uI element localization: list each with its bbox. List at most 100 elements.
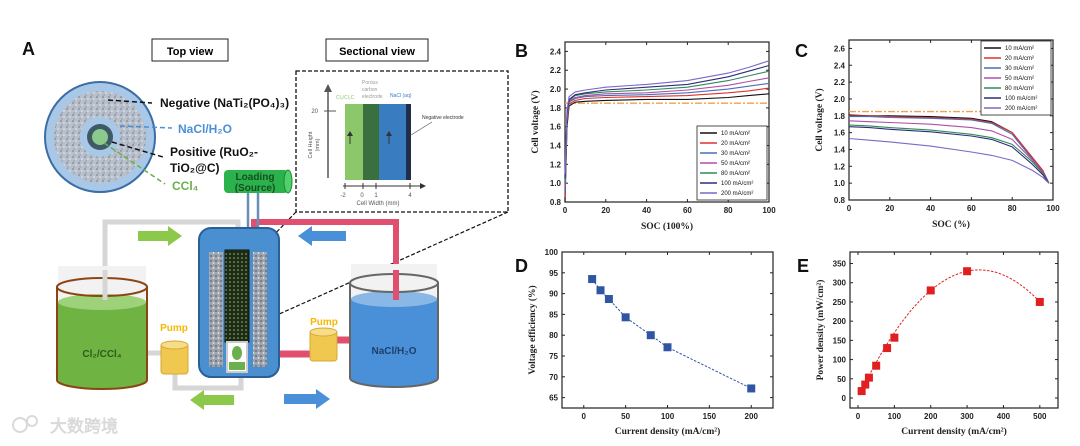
y-tick-label: 80 xyxy=(549,331,558,340)
chart-e: E 0 100 200 300 400 500 0 50 100 150 200 250 300 350 Cu… xyxy=(797,251,1059,437)
y-tick-label: 1.2 xyxy=(550,160,562,169)
y-tick-label: 1.4 xyxy=(834,145,846,154)
y-tick-label: 0.8 xyxy=(550,198,562,207)
series-line xyxy=(564,60,770,174)
sectional-x-tick: 0 xyxy=(360,193,364,199)
positive-electrode-label-2: TiO₂@C) xyxy=(170,161,219,175)
sectional-view-inset: 20 Cell Height (mm) -2 0 1 4 Cell Width … xyxy=(295,70,509,213)
y-tick-label: 2.2 xyxy=(550,66,562,75)
data-point xyxy=(1035,297,1044,306)
sectional-x-tick: 1 xyxy=(374,193,378,199)
panel-letter-e: E xyxy=(797,256,809,276)
x-tick-label: 40 xyxy=(926,204,935,213)
y-axis-title: Cell voltage (V) xyxy=(530,90,541,153)
panel-letter-b: B xyxy=(515,41,528,61)
y-axis-title: Voltage efficiency (%) xyxy=(527,285,538,374)
top-view-cross-section xyxy=(44,81,156,193)
right-tank-label: NaCl/H₂O xyxy=(371,346,416,357)
y-tick-label: 1.8 xyxy=(834,112,846,121)
data-point xyxy=(872,361,881,370)
plot-area xyxy=(849,251,1059,409)
data-point xyxy=(890,333,899,342)
sectional-layer-porous-1: Porous xyxy=(362,80,378,86)
y-tick-label: 200 xyxy=(833,317,847,326)
y-tick-label: 100 xyxy=(833,356,847,365)
legend-label: 80 mA/cm² xyxy=(1005,86,1034,92)
legend: 10 mA/cm² 20 mA/cm² 30 mA/cm² 50 mA/cm² 80 m… xyxy=(980,40,1052,116)
sectional-layer-nacl: NaCl (aq) xyxy=(390,93,412,99)
x-tick-label: 0 xyxy=(582,412,587,421)
legend-label: 50 mA/cm² xyxy=(1005,76,1034,82)
chart-c: C 0 20 40 60 80 100 0.8 1.0 1.2 1.4 1.6 1.8 2.0 2.2 2.4… xyxy=(795,39,1060,230)
y-tick-label: 2.4 xyxy=(550,47,562,56)
loading-label-1: Loading xyxy=(236,172,275,183)
x-tick-label: 50 xyxy=(621,412,630,421)
flow-cell xyxy=(198,227,280,378)
legend-label: 80 mA/cm² xyxy=(721,171,750,177)
x-tick-label: 100 xyxy=(762,206,776,215)
series-line xyxy=(848,137,1050,184)
legend-label: 50 mA/cm² xyxy=(721,161,750,167)
series-line xyxy=(848,124,1050,184)
x-tick-label: 150 xyxy=(703,412,717,421)
loading-source-cylinder: Loading (Source) xyxy=(224,169,293,240)
sectional-x-tick: 4 xyxy=(408,193,412,199)
negative-electrode-label: Negative (NaTi₂(PO₄)₃) xyxy=(160,96,289,110)
x-tick-label: 400 xyxy=(997,412,1011,421)
x-tick-label: 0 xyxy=(856,412,861,421)
x-tick-label: 100 xyxy=(888,412,902,421)
series-line xyxy=(848,126,1050,184)
ccl4-label: CCl₄ xyxy=(172,179,199,193)
data-point xyxy=(646,331,655,340)
y-tick-label: 85 xyxy=(549,310,558,319)
flow-arrow-green-left xyxy=(190,390,234,410)
y-tick-label: 350 xyxy=(833,260,847,269)
data-point xyxy=(747,384,756,393)
series-line xyxy=(848,120,1050,184)
x-tick-label: 100 xyxy=(661,412,675,421)
data-point xyxy=(864,373,873,382)
series-line xyxy=(849,115,1050,184)
left-tank-label: Cl₂/CCl₄ xyxy=(82,349,121,360)
positive-electrode-label-1: Positive (RuO₂- xyxy=(170,145,258,159)
x-tick-label: 200 xyxy=(924,412,938,421)
legend: 10 mA/cm² 20 mA/cm² 30 mA/cm² 50 mA/cm² 80 m… xyxy=(696,125,768,201)
sectional-x-tick: -2 xyxy=(340,193,346,199)
y-tick-label: 2.2 xyxy=(834,78,846,87)
y-tick-label: 75 xyxy=(549,352,558,361)
legend-label: 10 mA/cm² xyxy=(1005,46,1034,52)
x-tick-label: 80 xyxy=(1008,204,1017,213)
y-axis-title: Cell voltage (V) xyxy=(814,88,825,151)
data-point xyxy=(857,387,866,396)
x-tick-label: 20 xyxy=(885,204,894,213)
y-tick-label: 1.0 xyxy=(550,179,562,188)
legend-label: 100 mA/cm² xyxy=(721,181,753,187)
data-point xyxy=(926,286,935,295)
y-tick-label: 150 xyxy=(833,336,847,345)
data-point xyxy=(663,343,672,352)
top-view-label: Top view xyxy=(167,46,214,58)
y-tick-label: 95 xyxy=(549,269,558,278)
y-tick-label: 100 xyxy=(545,248,559,257)
flow-arrow-blue-left xyxy=(298,226,346,246)
sectional-y-axis-1: Cell Height xyxy=(308,131,314,158)
sectional-y-axis-2: (mm) xyxy=(315,138,321,151)
y-tick-label: 50 xyxy=(837,375,846,384)
sectional-view-label-box: Sectional view xyxy=(325,38,429,62)
x-tick-label: 60 xyxy=(683,206,692,215)
x-axis-title: SOC (100%) xyxy=(641,221,693,232)
data-point xyxy=(861,380,870,389)
legend-label: 200 mA/cm² xyxy=(721,191,753,197)
left-tank-cl2-ccl4: Cl₂/CCl₄ xyxy=(56,266,148,390)
x-axis-title: Current density (mA/cm²) xyxy=(615,426,721,437)
x-axis-title: Current density (mA/cm²) xyxy=(901,426,1007,437)
y-tick-label: 1.0 xyxy=(834,179,846,188)
x-tick-label: 300 xyxy=(960,412,974,421)
x-tick-label: 0 xyxy=(563,206,568,215)
legend-label: 200 mA/cm² xyxy=(1005,106,1037,112)
nacl-electrolyte-label: NaCl/H₂O xyxy=(178,122,232,136)
x-tick-label: 500 xyxy=(1033,412,1047,421)
right-pump: Pump xyxy=(309,317,338,362)
watermark: 大数跨境 xyxy=(12,415,118,437)
